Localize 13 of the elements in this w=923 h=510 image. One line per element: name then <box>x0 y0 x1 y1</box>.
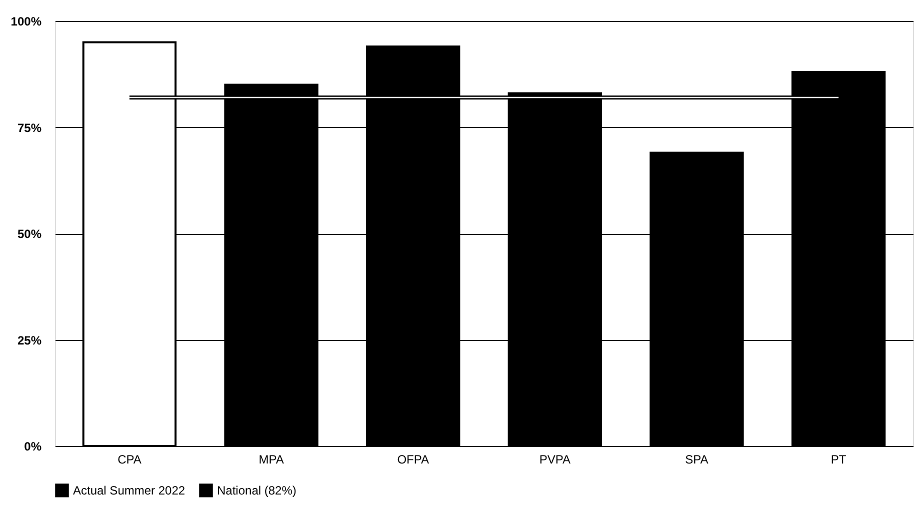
x-tick-label: SPA <box>685 452 708 466</box>
y-tick-label: 50% <box>17 227 42 241</box>
x-tick-label: PVPA <box>539 452 570 466</box>
x-tick-label: MPA <box>258 452 284 466</box>
legend-label: Actual Summer 2022 <box>73 483 186 498</box>
y-tick-label: 25% <box>17 333 42 348</box>
x-tick-label: CPA <box>118 452 142 466</box>
x-tick-label: OFPA <box>397 452 429 466</box>
legend-label: National (82%) <box>217 483 296 498</box>
x-tick-label: PT <box>830 452 847 466</box>
y-tick-label: 100% <box>10 14 42 28</box>
y-tick-label: 0% <box>24 440 42 454</box>
y-tick-label: 75% <box>17 120 42 135</box>
